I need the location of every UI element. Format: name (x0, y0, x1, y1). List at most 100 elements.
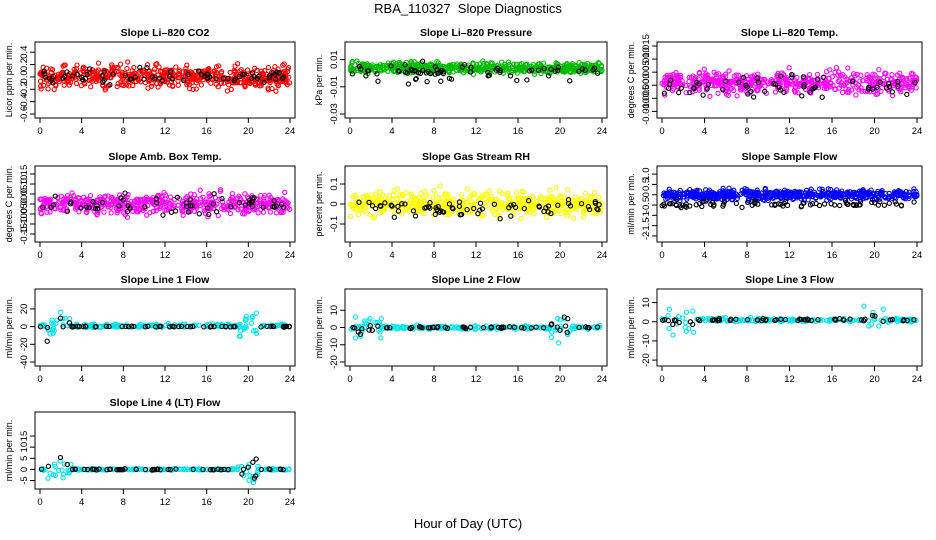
data-point-secondary (152, 324, 159, 330)
data-point-secondary (567, 78, 573, 84)
data-point-secondary (524, 77, 530, 83)
data-point (478, 69, 484, 75)
data-point (80, 201, 86, 207)
data-point-secondary (64, 69, 70, 75)
data-point (238, 206, 244, 212)
data-point-secondary (755, 317, 761, 323)
data-point-secondary (37, 324, 44, 330)
data-point (686, 74, 693, 80)
data-point-secondary (45, 463, 52, 469)
data-point (843, 86, 849, 92)
data-point (493, 205, 500, 211)
x-tick-label: 4 (79, 250, 84, 261)
data-point-secondary (911, 199, 917, 205)
data-point-secondary (850, 78, 856, 85)
data-point (88, 84, 94, 90)
y-tick-label: 0.05 (19, 185, 30, 204)
data-point-secondary (819, 94, 825, 100)
data-point (191, 208, 198, 214)
data-point (713, 77, 720, 84)
data-point (517, 201, 524, 207)
data-point (513, 65, 519, 71)
data-point-secondary (122, 73, 128, 79)
data-point (232, 68, 238, 75)
data-point-secondary (106, 323, 112, 330)
y-tick-label: -0.010 (641, 98, 652, 125)
data-point-secondary (778, 73, 784, 79)
data-point-secondary (351, 325, 358, 331)
data-point-secondary (697, 317, 703, 324)
data-point-secondary (693, 79, 700, 85)
data-point (906, 195, 912, 201)
data-point (251, 328, 257, 334)
data-point (426, 62, 433, 68)
panel-title: Slope Line 1 Flow (121, 274, 211, 286)
data-point-secondary (708, 201, 714, 208)
data-point (436, 195, 442, 201)
data-point-secondary (579, 66, 585, 72)
data-point-secondary (280, 323, 287, 330)
data-point-secondary (745, 199, 751, 205)
data-point-secondary (201, 324, 207, 330)
data-point-secondary (720, 203, 726, 209)
y-tick-label: -0.005 (641, 85, 652, 112)
data-point (76, 195, 82, 201)
data-point (72, 206, 79, 212)
data-point (162, 207, 168, 213)
y-tick-label: -0.05 (19, 203, 30, 225)
data-point (817, 80, 823, 87)
data-point-secondary (356, 63, 362, 70)
data-point (912, 192, 918, 198)
data-point (826, 75, 832, 82)
data-point-secondary (363, 73, 369, 79)
data-point (184, 194, 190, 200)
data-point-secondary (693, 202, 699, 208)
data-point (730, 83, 736, 89)
data-point (712, 191, 718, 197)
data-point (765, 81, 772, 87)
x-tick-label: 4 (389, 374, 394, 385)
data-point (908, 70, 915, 77)
data-point (445, 210, 452, 216)
x-tick-label: 0 (37, 374, 42, 385)
data-point (96, 74, 103, 80)
data-point (431, 187, 437, 194)
data-point-secondary (189, 203, 196, 209)
data-point (526, 195, 532, 202)
data-point-secondary (801, 84, 807, 90)
data-point (513, 189, 520, 196)
data-point (692, 75, 698, 81)
data-point (471, 192, 478, 198)
data-point (886, 190, 892, 197)
x-tick-label: 8 (121, 374, 126, 385)
data-point (833, 65, 840, 71)
data-point (197, 187, 203, 193)
data-point (675, 313, 682, 320)
data-point-secondary (446, 201, 453, 207)
data-point (882, 70, 888, 76)
data-point (191, 74, 197, 81)
data-point-secondary (78, 205, 84, 211)
y-tick-label: 10 (19, 442, 30, 453)
data-point (680, 315, 686, 321)
y-tick-label: 0.01 (329, 50, 340, 69)
data-point (267, 209, 274, 215)
data-point (117, 61, 124, 67)
y-tick-label: 0.00 (19, 195, 30, 214)
data-point-secondary (199, 71, 205, 78)
data-point (394, 186, 401, 192)
data-point (124, 82, 130, 88)
data-point (347, 213, 354, 220)
data-point-secondary (440, 209, 447, 215)
data-point (441, 63, 447, 70)
data-point (401, 324, 407, 330)
data-point-secondary (395, 68, 402, 74)
data-point-secondary (720, 87, 726, 93)
data-point (825, 190, 831, 196)
data-point (519, 195, 526, 201)
data-point-secondary (432, 71, 438, 77)
data-point-secondary (273, 76, 279, 82)
data-point (738, 191, 744, 197)
data-point-secondary (74, 71, 80, 77)
data-point (819, 186, 825, 192)
